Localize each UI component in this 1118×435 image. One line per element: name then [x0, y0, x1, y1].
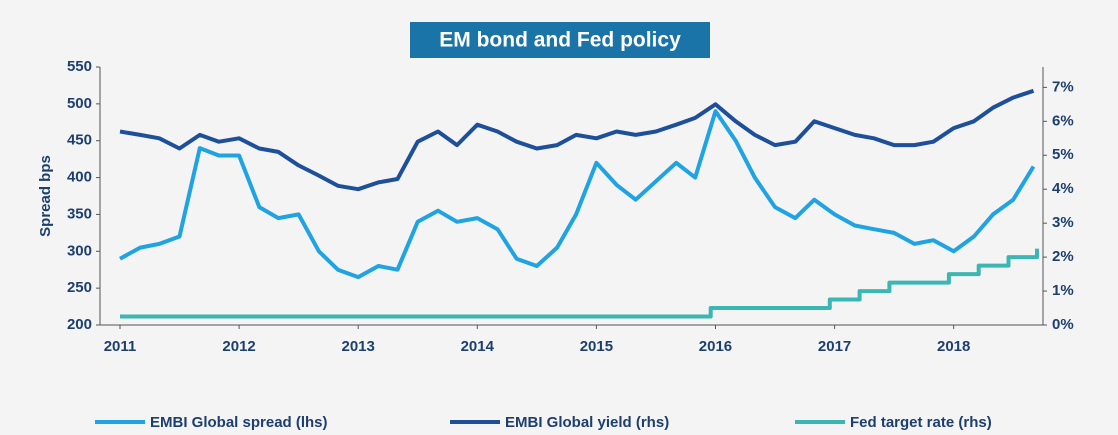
y-axis-label: Spread bps — [37, 155, 54, 237]
y2-tick-label: 3% — [1052, 214, 1074, 231]
x-tick-label: 2011 — [104, 338, 137, 355]
y2-tick-label: 7% — [1052, 78, 1074, 95]
legend-label: EMBI Global spread (lhs) — [150, 414, 328, 431]
y-tick-label: 550 — [67, 58, 92, 75]
y-tick-label: 450 — [67, 132, 92, 149]
chart-title: EM bond and Fed policy — [439, 29, 681, 52]
y-tick-label: 200 — [67, 316, 92, 333]
y2-tick-label: 5% — [1052, 146, 1074, 163]
x-tick-label: 2014 — [461, 338, 495, 355]
y2-tick-label: 4% — [1052, 180, 1074, 197]
x-tick-label: 2018 — [937, 338, 970, 355]
x-tick-label: 2015 — [580, 338, 613, 355]
title-box — [410, 22, 710, 58]
series-line — [120, 248, 1039, 319]
y2-tick-label: 1% — [1052, 282, 1074, 299]
x-tick-label: 2017 — [818, 338, 851, 355]
legend-label: EMBI Global yield (rhs) — [505, 414, 669, 431]
y-tick-label: 400 — [67, 169, 92, 186]
y-tick-label: 500 — [67, 95, 92, 112]
y2-tick-label: 6% — [1052, 112, 1074, 129]
series-line — [119, 109, 1036, 280]
y2-tick-label: 2% — [1052, 248, 1074, 265]
legend-label: Fed target rate (rhs) — [850, 414, 992, 431]
y-tick-label: 350 — [67, 205, 92, 222]
y-tick-label: 300 — [67, 242, 92, 259]
series-line — [119, 88, 1035, 192]
y2-tick-label: 0% — [1052, 316, 1074, 333]
x-tick-label: 2016 — [699, 338, 732, 355]
x-tick-label: 2012 — [222, 338, 255, 355]
x-tick-label: 2013 — [342, 338, 375, 355]
y-tick-label: 250 — [67, 279, 92, 296]
